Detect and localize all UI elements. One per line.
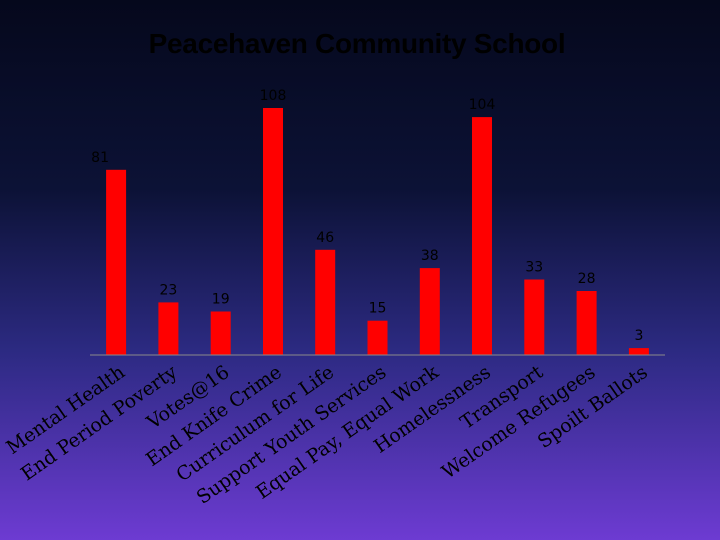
value-label-2: 23 — [159, 282, 177, 298]
value-label-8: 104 — [469, 97, 496, 113]
value-labels-group: 81 23 19 108 46 15 38 104 33 28 3 — [91, 88, 643, 344]
value-label-6: 15 — [369, 301, 387, 317]
value-label-10: 28 — [578, 271, 596, 287]
chart-title: Peacehaven Community School — [148, 28, 566, 59]
bar-3 — [210, 311, 231, 355]
bar-1 — [106, 169, 127, 356]
bar-5 — [315, 249, 336, 355]
bar-2 — [158, 302, 179, 355]
bar-7 — [419, 268, 440, 355]
bars-group — [106, 108, 649, 356]
value-label-5: 46 — [316, 230, 334, 246]
bar-11 — [628, 348, 649, 355]
bar-4 — [263, 108, 283, 355]
bar-9 — [524, 279, 545, 355]
bar-10 — [576, 291, 597, 355]
bar-6 — [367, 320, 388, 355]
value-label-11: 3 — [634, 328, 643, 344]
value-label-3: 19 — [212, 292, 230, 308]
value-label-1: 81 — [91, 150, 109, 166]
bar-8 — [472, 117, 492, 355]
value-label-9: 33 — [525, 260, 543, 276]
value-label-4: 108 — [260, 88, 287, 104]
value-label-7: 38 — [421, 248, 439, 264]
